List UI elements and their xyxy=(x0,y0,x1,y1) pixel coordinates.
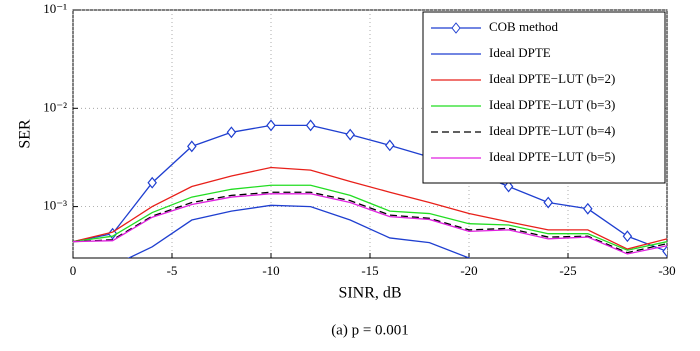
series-line xyxy=(73,166,667,250)
marker xyxy=(543,196,553,209)
marker xyxy=(266,119,276,132)
legend-label: Ideal DPTE xyxy=(489,45,551,60)
x-tick-label: -5 xyxy=(167,263,178,278)
series-line xyxy=(73,124,667,253)
series-line xyxy=(73,184,667,251)
x-tick-label: -10 xyxy=(262,263,279,278)
x-tick-label: -20 xyxy=(460,263,477,278)
x-axis-label: SINR, dB xyxy=(338,285,401,302)
marker xyxy=(503,180,514,193)
legend-label: Ideal DPTE−LUT (b=4) xyxy=(489,123,615,138)
marker xyxy=(305,119,316,132)
marker xyxy=(583,202,593,215)
x-tick-label: -25 xyxy=(559,263,576,278)
legend-label: Ideal DPTE−LUT (b=5) xyxy=(489,149,615,164)
series-line xyxy=(127,204,471,258)
series-line xyxy=(73,191,667,254)
x-tick-label: -30 xyxy=(658,263,675,278)
marker xyxy=(622,230,633,243)
marker xyxy=(662,245,667,258)
y-tick-label: 10⁻² xyxy=(43,99,67,114)
marker xyxy=(147,176,157,189)
legend-box xyxy=(422,11,666,184)
legend-label: Ideal DPTE−LUT (b=2) xyxy=(489,71,615,86)
marker xyxy=(345,128,355,141)
marker xyxy=(385,139,395,152)
legend-marker xyxy=(451,22,461,34)
y-axis-label: SER xyxy=(17,119,34,149)
marker xyxy=(226,126,237,139)
caption: (a) p = 0.001 xyxy=(331,322,409,338)
x-tick-label: 0 xyxy=(70,263,77,278)
legend-label: Ideal DPTE−LUT (b=3) xyxy=(489,97,615,112)
series-line xyxy=(73,193,667,255)
marker xyxy=(187,140,197,153)
x-tick-label: -15 xyxy=(361,263,378,278)
legend-label: COB method xyxy=(489,19,558,34)
y-tick-label: 10⁻¹ xyxy=(43,1,67,16)
y-tick-label: 10⁻³ xyxy=(43,198,67,213)
